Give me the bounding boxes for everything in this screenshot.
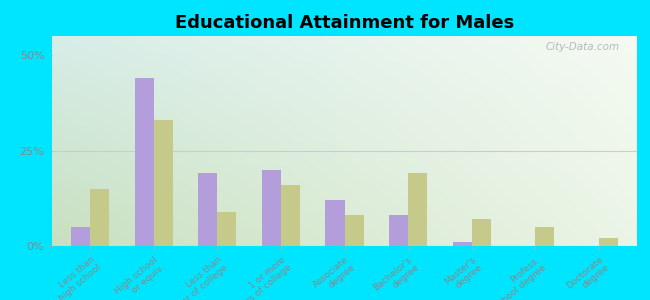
Title: Educational Attainment for Males: Educational Attainment for Males xyxy=(175,14,514,32)
Bar xyxy=(599,238,618,246)
Bar xyxy=(198,173,217,246)
Bar xyxy=(326,200,344,246)
Bar xyxy=(217,212,237,246)
Bar xyxy=(344,215,363,246)
Bar xyxy=(472,219,491,246)
Bar xyxy=(408,173,427,246)
Bar xyxy=(90,189,109,246)
Bar xyxy=(452,242,472,246)
Bar xyxy=(535,227,554,246)
Text: City-Data.com: City-Data.com xyxy=(545,42,619,52)
Bar xyxy=(135,78,154,246)
Bar xyxy=(262,169,281,246)
Bar xyxy=(389,215,408,246)
Bar xyxy=(71,227,90,246)
Bar xyxy=(154,120,173,246)
Bar xyxy=(281,185,300,246)
